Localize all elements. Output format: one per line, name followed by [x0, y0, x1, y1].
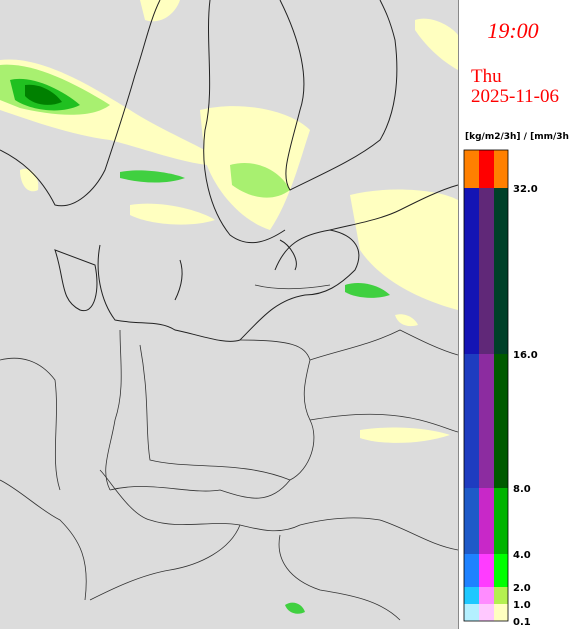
time-label: 19:00	[487, 18, 538, 43]
color-bar	[463, 149, 509, 622]
precipitation	[0, 0, 458, 614]
legend-label: 16.0	[513, 350, 538, 361]
weekday-label: Thu	[471, 66, 502, 87]
date-label: 2025-11-06	[471, 86, 559, 107]
map	[0, 0, 459, 629]
legend-label: 32.0	[513, 184, 538, 195]
legend-label: 2.0	[513, 583, 531, 594]
legend-label: 0.1	[513, 617, 531, 628]
legend-labels: 32.0 16.0 8.0 4.0 2.0 1.0 0.1	[513, 184, 538, 628]
borders	[0, 284, 459, 621]
legend-label: 1.0	[513, 600, 531, 611]
unit-label: [kg/m2/3h] / [mm/3h]	[465, 132, 569, 142]
legend-label: 4.0	[513, 550, 531, 561]
coastlines	[0, 0, 459, 342]
legend-label: 8.0	[513, 484, 531, 495]
